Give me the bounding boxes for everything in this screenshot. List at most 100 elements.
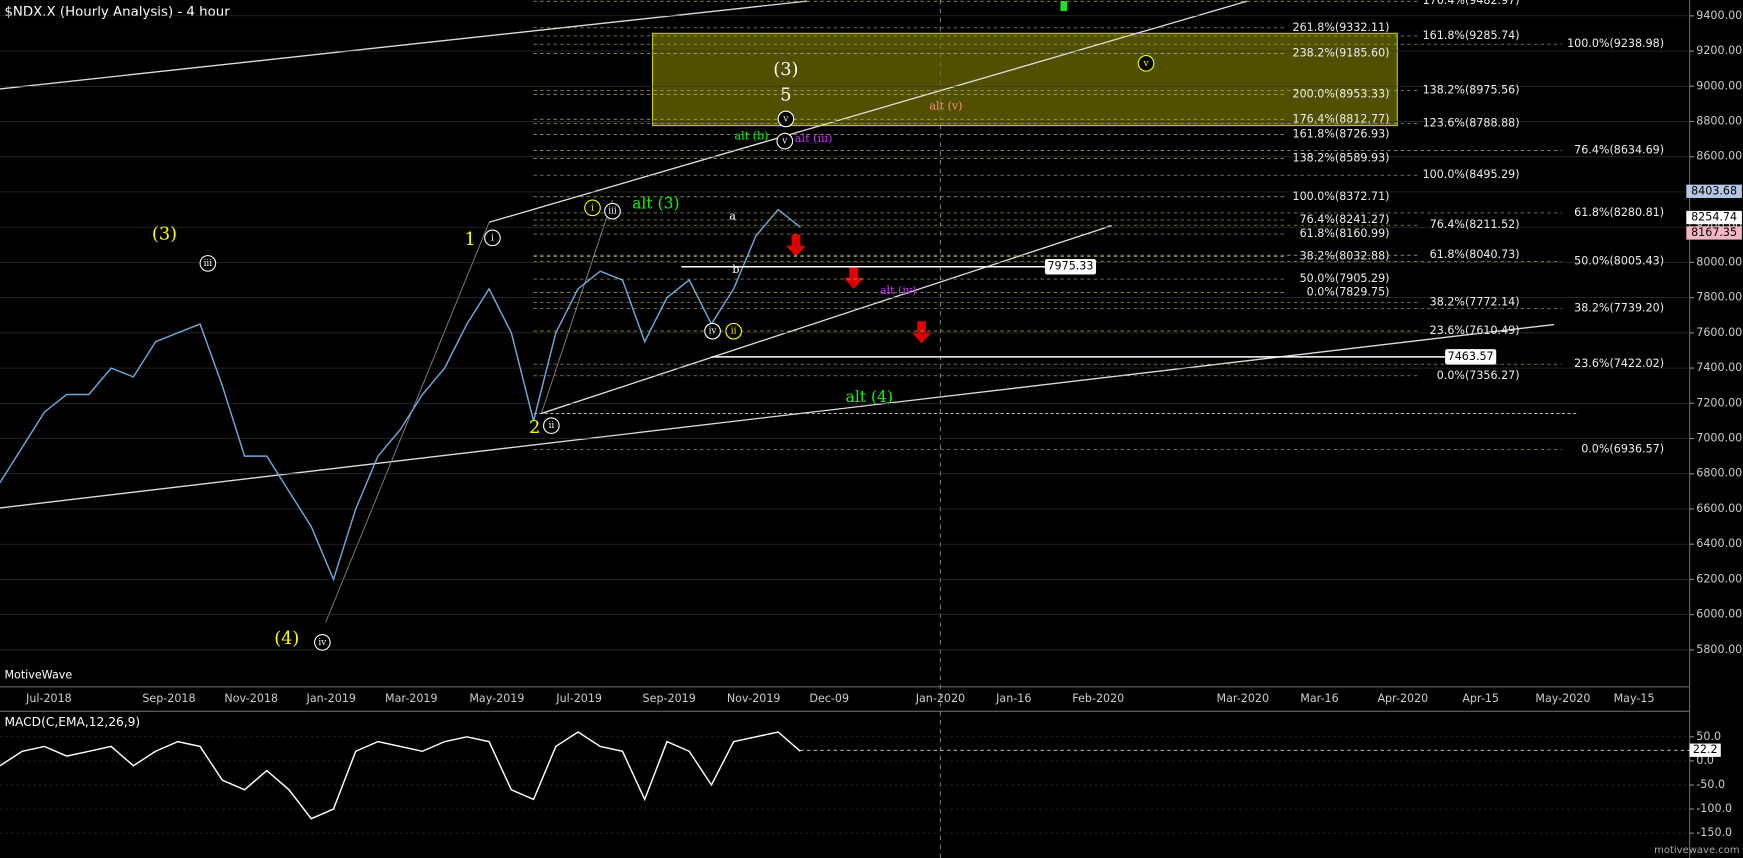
- x-tick-label: Nov-2019: [727, 692, 781, 705]
- wave-line: [325, 222, 490, 623]
- wave-circle: [314, 634, 331, 651]
- wave-label: iv: [709, 327, 717, 337]
- wave-label: alt (iv): [880, 284, 917, 297]
- wave-label: alt (4): [846, 388, 893, 406]
- x-tick-label: Apr-15: [1462, 692, 1499, 705]
- price-line: [0, 731, 801, 820]
- wave-label: b: [732, 263, 739, 276]
- wave-label: iv: [318, 638, 326, 648]
- price-marker: [1686, 210, 1742, 225]
- wave-circle: [725, 322, 742, 340]
- fib-label: 138.2%(8975.56): [1423, 84, 1520, 97]
- wave-label: i: [491, 233, 494, 243]
- y-tick-label: 8800.00: [1696, 115, 1742, 128]
- price-marker: [1686, 184, 1742, 198]
- wave-label: iii: [608, 207, 617, 217]
- wave-label: alt (b): [734, 130, 768, 143]
- macd-current-label: 22.2: [1693, 743, 1718, 756]
- wave-label: v: [781, 137, 787, 147]
- fib-label: 138.2%(8589.93): [1293, 152, 1390, 165]
- y-tick-label: 9400.00: [1696, 9, 1742, 22]
- fib-label: 161.8%(8726.93): [1293, 127, 1390, 140]
- x-tick-label: Jul-2018: [25, 692, 72, 705]
- y-tick-label: 7800.00: [1696, 291, 1742, 304]
- y-tick-label: 9200.00: [1696, 44, 1742, 57]
- wave-label: ii: [549, 421, 555, 431]
- fib-label: 0.0%(6936.57): [1581, 443, 1664, 456]
- fib-label: 176.4%(8812.77): [1293, 112, 1390, 125]
- y-tick-label: 7200.00: [1696, 396, 1742, 409]
- x-tick-label: Sep-2018: [142, 692, 195, 705]
- x-tick-label: Jan-16: [995, 692, 1031, 705]
- macd-current-box: [1689, 743, 1721, 757]
- x-tick-label: Mar-16: [1300, 692, 1338, 705]
- y-tick-label: 6600.00: [1696, 502, 1742, 515]
- x-tick-label: Dec-09: [809, 692, 849, 705]
- wave-circle: [604, 202, 621, 220]
- fib-label: 61.8%(8280.81): [1574, 206, 1664, 219]
- footer: motivewave.com: [1654, 845, 1740, 856]
- fib-label: 61.8%(8160.99): [1300, 227, 1390, 240]
- down-arrow: [843, 266, 864, 289]
- fib-label: 0.0%(7356.27): [1437, 369, 1520, 382]
- x-tick-label: May-15: [1614, 692, 1655, 705]
- wave-line: [540, 199, 613, 414]
- y-tick-label: 8000.00: [1696, 255, 1742, 268]
- price-marker-label: 8254.74: [1691, 211, 1737, 224]
- wave-label: alt (3): [632, 194, 679, 212]
- fib-label: 38.2%(7772.14): [1430, 296, 1520, 309]
- level-label: 7463.57: [1448, 350, 1494, 363]
- wave-label: a: [729, 210, 736, 223]
- fib-label: 0.0%(7829.75): [1307, 285, 1390, 298]
- price-marker-label: 8403.68: [1691, 184, 1737, 197]
- wave-circle: [584, 199, 601, 217]
- y-tick-label: 7600.00: [1696, 326, 1742, 339]
- wave-label: (3): [773, 59, 798, 80]
- fib-label: 238.2%(9185.60): [1293, 47, 1390, 60]
- fib-label: 261.8%(9332.11): [1293, 21, 1390, 34]
- wave-label: 1: [465, 229, 476, 250]
- wave-label: (4): [274, 628, 299, 649]
- wave-label: i: [591, 203, 594, 213]
- level-box: [1445, 349, 1497, 365]
- y-tick-label: 7400.00: [1696, 361, 1742, 374]
- trend-line: [488, 0, 1248, 223]
- wave-label: ii: [731, 327, 737, 337]
- x-tick-label: Feb-2020: [1072, 692, 1124, 705]
- x-tick-label: May-2019: [469, 692, 524, 705]
- y-tick-label: 6800.00: [1696, 467, 1742, 480]
- y-tick-label: 0.0: [1696, 754, 1714, 767]
- level-label: 7975.33: [1047, 260, 1093, 273]
- y-tick-label: -50.0: [1696, 778, 1725, 791]
- watermark: MotiveWave: [4, 669, 72, 682]
- fib-label: 123.6%(8788.88): [1423, 116, 1520, 129]
- x-tick-label: Apr-2020: [1377, 692, 1428, 705]
- y-tick-label: 50.0: [1696, 730, 1721, 743]
- price-marker-label: 8167.35: [1691, 226, 1737, 239]
- level-box: [1044, 258, 1097, 275]
- fib-label: 23.6%(7610.49): [1430, 324, 1520, 337]
- fib-label: 161.8%(9285.74): [1423, 29, 1520, 42]
- y-tick-label: 8600.00: [1696, 150, 1742, 163]
- marker: [1060, 1, 1068, 12]
- price-line: [0, 208, 801, 582]
- wave-circle: [543, 417, 560, 435]
- fib-label: 200.0%(8953.33): [1293, 88, 1390, 101]
- x-tick-label: May-2020: [1535, 692, 1590, 705]
- fib-label: 76.4%(8211.52): [1430, 218, 1520, 231]
- x-tick-label: Jul-2019: [555, 692, 602, 705]
- fib-label: 23.6%(7422.02): [1574, 357, 1664, 370]
- x-tick-label: Sep-2019: [643, 692, 696, 705]
- fib-label: 61.8%(8040.73): [1430, 248, 1520, 261]
- fib-label: 38.2%(7739.20): [1574, 301, 1664, 314]
- wave-label: v: [782, 114, 788, 124]
- fib-label: 50.0%(7905.29): [1300, 272, 1390, 285]
- fib-label: 38.2%(8032.88): [1300, 250, 1390, 263]
- fib-label: 100.0%(8372.71): [1293, 190, 1390, 203]
- fib-label: 100.0%(9238.98): [1567, 37, 1664, 50]
- wave-label: 2: [529, 417, 540, 438]
- wave-circle: [777, 110, 795, 128]
- x-tick-label: Nov-2018: [224, 692, 278, 705]
